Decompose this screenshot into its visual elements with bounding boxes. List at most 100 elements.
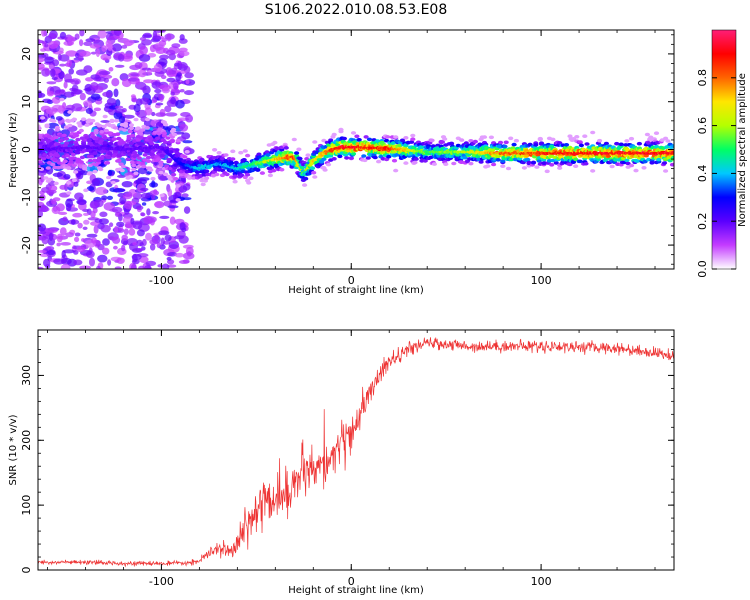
heatmap-cell	[102, 136, 108, 140]
heatmap-cell	[337, 154, 343, 159]
heatmap-cell	[365, 156, 371, 160]
heatmap-cell	[167, 158, 173, 162]
spectrogram-y-tick-label: -20	[20, 236, 33, 254]
heatmap-cell	[86, 186, 95, 192]
heatmap-cell	[500, 164, 506, 168]
heatmap-cell	[597, 138, 603, 143]
heatmap-cell	[45, 166, 51, 170]
heatmap-cell	[130, 217, 135, 225]
heatmap-cell	[216, 151, 222, 155]
heatmap-cell	[246, 181, 252, 185]
heatmap-cell	[100, 224, 111, 233]
heatmap-cell	[42, 98, 52, 104]
spectrogram-x-tick-label: 100	[531, 274, 552, 287]
heatmap-cell	[145, 232, 152, 241]
heatmap-cell	[41, 236, 49, 245]
heatmap-cell	[58, 211, 68, 215]
heatmap-cell	[521, 166, 528, 170]
heatmap-cell	[67, 35, 76, 44]
heatmap-cell	[451, 161, 457, 166]
heatmap-cell	[448, 141, 455, 146]
heatmap-cell	[127, 175, 133, 179]
heatmap-cell	[102, 247, 110, 255]
heatmap-cell	[110, 180, 116, 185]
heatmap-cell	[91, 178, 101, 186]
heatmap-cell	[157, 93, 165, 101]
heatmap-cell	[343, 153, 349, 157]
heatmap-cell	[232, 174, 238, 179]
heatmap-cell	[399, 138, 406, 143]
heatmap-cell	[179, 222, 186, 231]
heatmap-cell	[122, 193, 133, 200]
heatmap-cell	[578, 143, 585, 148]
heatmap-cell	[410, 133, 416, 138]
snr-y-tick-label: 100	[20, 495, 33, 516]
heatmap-cell	[294, 151, 300, 155]
heatmap-cell	[44, 124, 50, 129]
heatmap-cell	[393, 135, 399, 139]
heatmap-cell	[271, 168, 277, 173]
spectrogram-y-axis-label: Frequency (Hz)	[8, 112, 19, 188]
heatmap-cell	[169, 139, 175, 144]
heatmap-cell	[180, 112, 191, 117]
heatmap-cell	[126, 136, 132, 140]
heatmap-cell	[74, 192, 84, 201]
heatmap-cell	[145, 155, 152, 160]
heatmap-cell	[64, 73, 72, 83]
heatmap-cell	[113, 30, 122, 36]
heatmap-cell	[338, 127, 344, 132]
snr-y-tick-label: 300	[20, 365, 33, 386]
heatmap-cell	[161, 131, 167, 136]
heatmap-cell	[72, 212, 83, 218]
heatmap-cell	[140, 128, 146, 132]
heatmap-cell	[309, 166, 316, 170]
heatmap-cell	[146, 208, 151, 216]
heatmap-cell	[63, 174, 71, 180]
heatmap-cell	[422, 159, 428, 163]
heatmap-cell	[468, 139, 474, 143]
heatmap-cell	[491, 162, 497, 167]
colorbar-tick-label: 0.2	[696, 212, 709, 230]
heatmap-cell	[104, 44, 114, 50]
heatmap-cell	[90, 82, 99, 91]
heatmap-cell	[219, 156, 226, 161]
heatmap-cell	[663, 169, 669, 173]
heatmap-cell	[182, 140, 193, 144]
heatmap-cell	[386, 154, 392, 159]
heatmap-cell	[121, 181, 133, 188]
heatmap-cell	[111, 153, 117, 158]
heatmap-cell	[122, 216, 133, 224]
heatmap-cell	[520, 160, 526, 165]
heatmap-cell	[124, 39, 135, 46]
heatmap-cell	[38, 57, 45, 63]
heatmap-cell	[160, 237, 165, 246]
heatmap-cell	[331, 157, 337, 161]
heatmap-cell	[85, 38, 96, 43]
heatmap-cell	[305, 153, 311, 157]
heatmap-cell	[103, 202, 116, 211]
heatmap-cell	[303, 176, 309, 181]
heatmap-cell	[144, 265, 152, 269]
heatmap-cell	[128, 126, 134, 131]
heatmap-cell	[114, 64, 125, 68]
heatmap-cell	[132, 241, 137, 246]
heatmap-cell	[643, 153, 649, 158]
heatmap-cell	[583, 161, 589, 166]
heatmap-cell	[430, 144, 436, 148]
colorbar-tick-label: 0.8	[696, 69, 709, 87]
heatmap-cell	[41, 68, 51, 77]
snr-y-tick-label: 200	[20, 430, 33, 451]
heatmap-cell	[663, 136, 669, 141]
heatmap-cell	[131, 253, 142, 261]
heatmap-cell	[149, 142, 155, 146]
heatmap-cell	[97, 30, 107, 39]
heatmap-cell	[70, 152, 76, 157]
heatmap-cell	[255, 168, 261, 172]
heatmap-cell	[241, 158, 247, 162]
heatmap-cell	[135, 79, 140, 86]
heatmap-cell	[361, 154, 367, 158]
heatmap-cell	[544, 169, 550, 174]
heatmap-cell	[164, 105, 172, 113]
heatmap-cell	[123, 240, 128, 246]
